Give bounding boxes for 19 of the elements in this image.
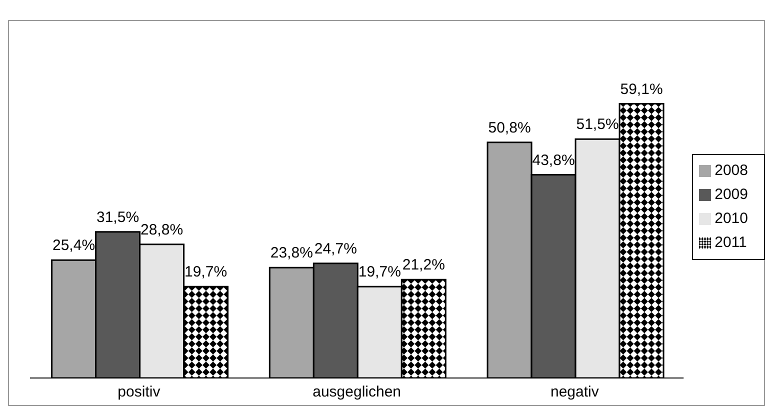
data-label: 24,7%: [314, 240, 357, 258]
data-label: 43,8%: [532, 152, 575, 169]
data-label: 50,8%: [488, 119, 531, 136]
x-tick-label: negativ: [550, 384, 600, 401]
data-label: 19,7%: [358, 264, 401, 281]
x-tick-label: ausgeglichen: [312, 384, 402, 401]
legend-label: 2010: [714, 210, 748, 227]
legend-label: 2009: [714, 186, 748, 203]
x-tick-label: positiv: [118, 384, 161, 401]
data-label: 59,1%: [620, 80, 663, 98]
data-label: 51,5%: [576, 116, 619, 134]
data-label: 19,7%: [184, 264, 228, 281]
data-label: 21,2%: [402, 256, 445, 274]
data-label: 31,5%: [96, 208, 140, 226]
legend-label: 2008: [714, 162, 748, 179]
legend-label: 2011: [714, 234, 747, 251]
data-label: 25,4%: [52, 237, 96, 254]
data-label: 28,8%: [140, 221, 184, 238]
data-label: 23,8%: [270, 244, 313, 262]
